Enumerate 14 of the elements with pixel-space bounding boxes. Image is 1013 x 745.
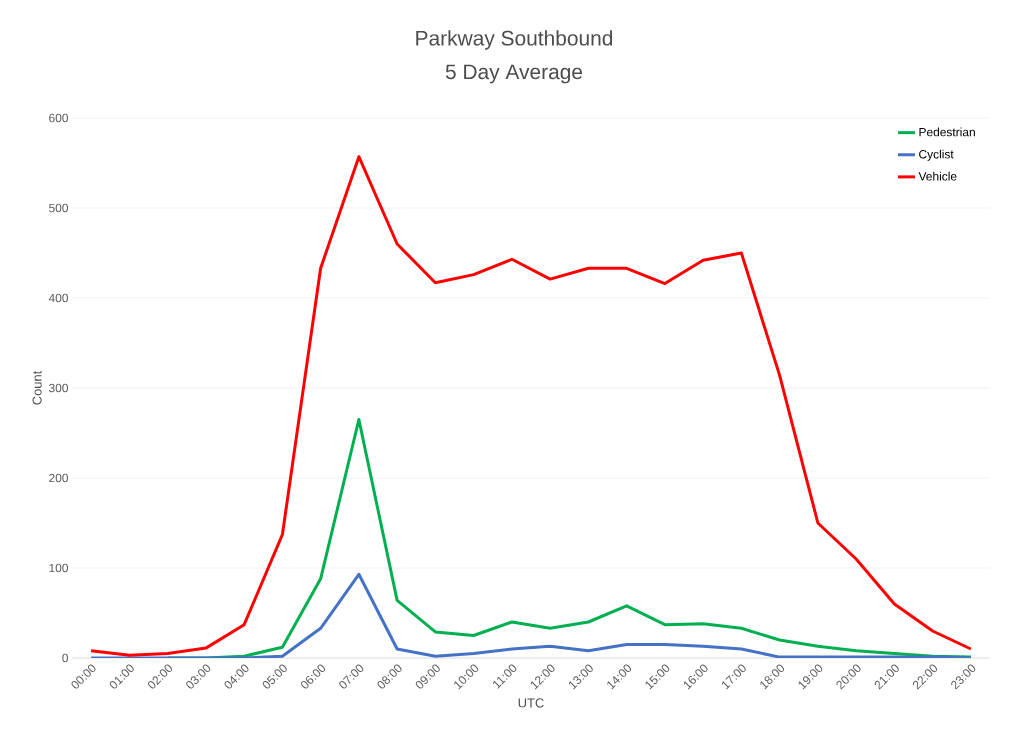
legend-label: Vehicle bbox=[918, 171, 957, 181]
chart-subtitle: 5 Day Average bbox=[445, 64, 583, 84]
y-tick-label: 300 bbox=[48, 383, 69, 393]
y-tick-label: 0 bbox=[62, 653, 69, 663]
chart-title: Parkway Southbound bbox=[416, 30, 613, 50]
y-tick-label: 600 bbox=[49, 113, 69, 123]
y-tick-label: 100 bbox=[49, 563, 69, 573]
x-axis-title: UTC bbox=[518, 698, 544, 708]
y-tick-label: 400 bbox=[48, 293, 69, 303]
legend-label: Pedestrian bbox=[919, 127, 975, 137]
y-axis-title: Count bbox=[32, 370, 42, 405]
y-tick-label: 500 bbox=[49, 203, 69, 213]
legend-label: Cyclist bbox=[919, 149, 954, 161]
y-tick-label: 200 bbox=[49, 473, 69, 483]
